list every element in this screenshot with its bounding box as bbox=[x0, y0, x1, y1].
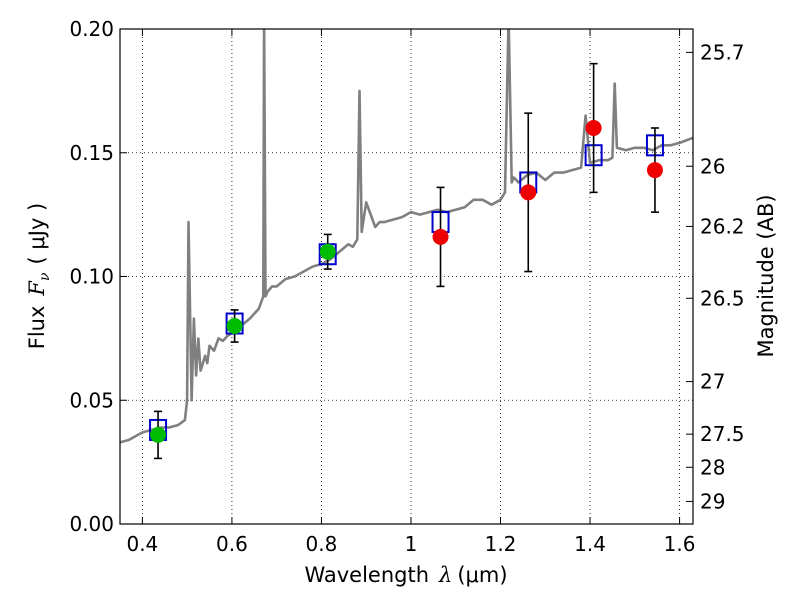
observed-point bbox=[646, 162, 663, 179]
y2-axis-label: Magnitude (AB) bbox=[754, 194, 778, 357]
y-tick-label: 0.20 bbox=[69, 17, 114, 41]
y2-tick-label: 29 bbox=[700, 489, 725, 513]
observed-point bbox=[432, 228, 449, 245]
x-axis-ticks: 0.4 0.6 0.8 1 1.2 1.4 1.6 bbox=[126, 29, 695, 556]
grid-lines bbox=[120, 28, 693, 525]
y-tick-label: 0.05 bbox=[69, 388, 114, 412]
x-axis-label: Wavelength λ (μm) bbox=[304, 563, 507, 587]
x-tick-label: 1.6 bbox=[664, 532, 696, 556]
y2-tick-label: 27.5 bbox=[700, 422, 745, 446]
spectrum-line bbox=[120, 29, 693, 444]
observed-point bbox=[226, 318, 243, 334]
y2-axis-ticks: 25.7 26 26.2 26.5 27 27.5 28 29 bbox=[686, 40, 745, 513]
x-tick-label: 0.4 bbox=[126, 532, 158, 556]
x-tick-label: 1 bbox=[405, 532, 418, 556]
y2-tick-label: 27 bbox=[700, 370, 725, 394]
observed-points bbox=[150, 120, 663, 443]
y2-tick-label: 28 bbox=[700, 455, 725, 479]
y-tick-label: 0.00 bbox=[69, 512, 114, 536]
y-axis-ticks: 0.00 0.05 0.10 0.15 0.20 bbox=[69, 17, 127, 536]
observed-point bbox=[585, 120, 602, 136]
y-tick-label: 0.15 bbox=[69, 141, 114, 165]
y2-tick-label: 25.7 bbox=[700, 40, 745, 64]
x-tick-label: 1.4 bbox=[574, 532, 606, 556]
y-axis-label: FluxFν( μJy ) bbox=[25, 203, 53, 349]
x-tick-label: 1.2 bbox=[485, 532, 517, 556]
x-tick-label: 0.6 bbox=[216, 532, 248, 556]
y2-tick-label: 26.2 bbox=[700, 214, 745, 238]
y2-tick-label: 26.5 bbox=[700, 286, 745, 310]
observed-point bbox=[319, 243, 336, 260]
y2-tick-label: 26 bbox=[700, 154, 725, 178]
observed-point bbox=[150, 426, 167, 443]
x-tick-label: 0.8 bbox=[306, 532, 338, 556]
observed-point bbox=[520, 184, 537, 201]
y-tick-label: 0.10 bbox=[69, 265, 114, 289]
